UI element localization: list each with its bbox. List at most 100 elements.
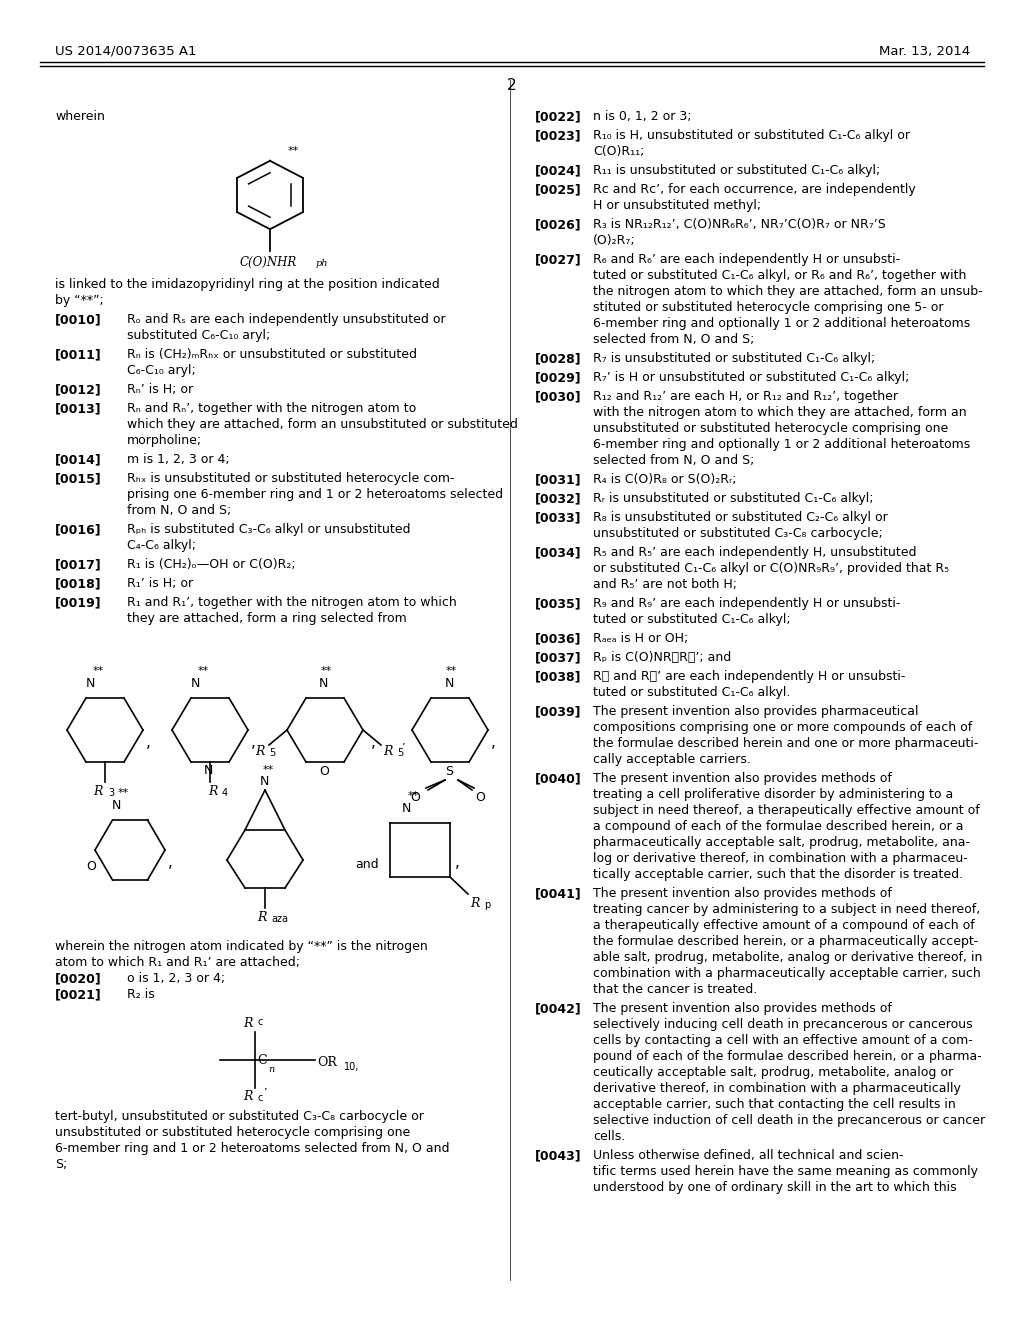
Text: **: ** (408, 791, 419, 801)
Text: OR: OR (317, 1056, 337, 1069)
Text: treating a cell proliferative disorder by administering to a: treating a cell proliferative disorder b… (593, 788, 953, 801)
Text: N: N (260, 775, 269, 788)
Text: N: N (112, 799, 122, 812)
Text: which they are attached, form an unsubstituted or substituted: which they are attached, form an unsubst… (127, 418, 518, 432)
Text: [0039]: [0039] (535, 705, 582, 718)
Text: combination with a pharmaceutically acceptable carrier, such: combination with a pharmaceutically acce… (593, 968, 981, 979)
Text: o is 1, 2, 3 or 4;: o is 1, 2, 3 or 4; (127, 972, 225, 985)
Text: The present invention also provides methods of: The present invention also provides meth… (593, 772, 892, 785)
Text: cells.: cells. (593, 1130, 626, 1143)
Text: wherein the nitrogen atom indicated by “**” is the nitrogen: wherein the nitrogen atom indicated by “… (55, 940, 428, 953)
Text: [0041]: [0041] (535, 887, 582, 900)
Text: ,: , (168, 855, 173, 870)
Text: R: R (243, 1090, 252, 1104)
Text: R₁₀ is H, unsubstituted or substituted C₁-C₆ alkyl or: R₁₀ is H, unsubstituted or substituted C… (593, 129, 910, 143)
Text: S: S (445, 766, 453, 777)
Text: acceptable carrier, such that contacting the cell results in: acceptable carrier, such that contacting… (593, 1098, 955, 1111)
Text: compositions comprising one or more compounds of each of: compositions comprising one or more comp… (593, 721, 972, 734)
Text: O: O (319, 766, 329, 777)
Text: n is 0, 1, 2 or 3;: n is 0, 1, 2 or 3; (593, 110, 691, 123)
Text: 5: 5 (269, 748, 275, 758)
Text: [0025]: [0025] (535, 183, 582, 195)
Text: aza: aza (271, 913, 288, 924)
Text: 6-member ring and optionally 1 or 2 additional heteroatoms: 6-member ring and optionally 1 or 2 addi… (593, 317, 971, 330)
Text: wherein: wherein (55, 110, 104, 123)
Text: tific terms used herein have the same meaning as commonly: tific terms used herein have the same me… (593, 1166, 978, 1177)
Text: [0017]: [0017] (55, 558, 101, 572)
Text: 5: 5 (397, 748, 403, 758)
Text: atom to which R₁ and R₁’ are attached;: atom to which R₁ and R₁’ are attached; (55, 956, 300, 969)
Text: **: ** (288, 145, 299, 156)
Text: N: N (204, 764, 213, 777)
Text: [0032]: [0032] (535, 492, 582, 506)
Text: R: R (208, 785, 217, 799)
Text: [0038]: [0038] (535, 671, 582, 682)
Text: tuted or substituted C₁-C₆ alkyl, or R₆ and R₆’, together with: tuted or substituted C₁-C₆ alkyl, or R₆ … (593, 269, 967, 282)
Text: [0031]: [0031] (535, 473, 582, 486)
Text: m is 1, 2, 3 or 4;: m is 1, 2, 3 or 4; (127, 453, 229, 466)
Text: Rₙ’ is H; or: Rₙ’ is H; or (127, 383, 194, 396)
Text: tert-butyl, unsubstituted or substituted C₃-C₈ carbocycle or: tert-butyl, unsubstituted or substituted… (55, 1110, 424, 1123)
Text: N: N (445, 677, 455, 690)
Text: Rₐₑₐ is H or OH;: Rₐₑₐ is H or OH; (593, 632, 688, 645)
Text: Mar. 13, 2014: Mar. 13, 2014 (879, 45, 970, 58)
Text: R₆ and R₆’ are each independently H or unsubsti-: R₆ and R₆’ are each independently H or u… (593, 253, 900, 267)
Text: **: ** (263, 766, 274, 775)
Text: unsubstituted or substituted heterocycle comprising one: unsubstituted or substituted heterocycle… (593, 422, 948, 436)
Text: [0014]: [0014] (55, 453, 101, 466)
Text: R: R (470, 898, 479, 909)
Text: [0030]: [0030] (535, 389, 582, 403)
Text: the nitrogen atom to which they are attached, form an unsub-: the nitrogen atom to which they are atta… (593, 285, 983, 298)
Text: [0027]: [0027] (535, 253, 582, 267)
Text: or substituted C₁-C₆ alkyl or C(O)NR₉R₉’, provided that R₅: or substituted C₁-C₆ alkyl or C(O)NR₉R₉’… (593, 562, 949, 576)
Text: **: ** (118, 788, 129, 799)
Text: [0013]: [0013] (55, 403, 101, 414)
Text: [0036]: [0036] (535, 632, 582, 645)
Text: cells by contacting a cell with an effective amount of a com-: cells by contacting a cell with an effec… (593, 1034, 973, 1047)
Text: C₆-C₁₀ aryl;: C₆-C₁₀ aryl; (127, 364, 196, 378)
Text: The present invention also provides pharmaceutical: The present invention also provides phar… (593, 705, 919, 718)
Text: selective induction of cell death in the precancerous or cancer: selective induction of cell death in the… (593, 1114, 985, 1127)
Text: ’: ’ (401, 743, 404, 752)
Text: ,: , (455, 855, 460, 870)
Text: prising one 6-member ring and 1 or 2 heteroatoms selected: prising one 6-member ring and 1 or 2 het… (127, 488, 503, 502)
Text: [0024]: [0024] (535, 164, 582, 177)
Text: R₃ is NR₁₂R₁₂’, C(O)NR₆R₆’, NR₇’C(O)R₇ or NR₇’S: R₃ is NR₁₂R₁₂’, C(O)NR₆R₆’, NR₇’C(O)R₇ o… (593, 218, 886, 231)
Text: 10,: 10, (344, 1063, 359, 1072)
Text: from N, O and S;: from N, O and S; (127, 504, 231, 517)
Text: H or unsubstituted methyl;: H or unsubstituted methyl; (593, 199, 761, 213)
Text: understood by one of ordinary skill in the art to which this: understood by one of ordinary skill in t… (593, 1181, 956, 1195)
Text: [0011]: [0011] (55, 348, 101, 360)
Text: R: R (257, 911, 266, 924)
Text: [0018]: [0018] (55, 577, 101, 590)
Text: that the cancer is treated.: that the cancer is treated. (593, 983, 758, 997)
Text: by “**”;: by “**”; (55, 294, 103, 308)
Text: R₇’ is H or unsubstituted or substituted C₁-C₆ alkyl;: R₇’ is H or unsubstituted or substituted… (593, 371, 909, 384)
Text: The present invention also provides methods of: The present invention also provides meth… (593, 1002, 892, 1015)
Text: O: O (475, 791, 485, 804)
Text: Rₙ is (CH₂)ₘRₕₓ or unsubstituted or substituted: Rₙ is (CH₂)ₘRₕₓ or unsubstituted or subs… (127, 348, 417, 360)
Text: [0010]: [0010] (55, 313, 101, 326)
Text: ,: , (251, 735, 256, 750)
Text: R₁ is (CH₂)ₒ—OH or C(O)R₂;: R₁ is (CH₂)ₒ—OH or C(O)R₂; (127, 558, 296, 572)
Text: cally acceptable carriers.: cally acceptable carriers. (593, 752, 751, 766)
Text: [0021]: [0021] (55, 987, 101, 1001)
Text: a compound of each of the formulae described herein, or a: a compound of each of the formulae descr… (593, 820, 964, 833)
Text: R₅ and R₅’ are each independently H, unsubstituted: R₅ and R₅’ are each independently H, uns… (593, 546, 916, 558)
Text: ’: ’ (263, 1088, 266, 1098)
Text: R₉ and R₉’ are each independently H or unsubsti-: R₉ and R₉’ are each independently H or u… (593, 597, 900, 610)
Text: derivative thereof, in combination with a pharmaceutically: derivative thereof, in combination with … (593, 1082, 961, 1096)
Text: N: N (402, 803, 412, 814)
Text: R: R (243, 1016, 252, 1030)
Text: [0015]: [0015] (55, 473, 101, 484)
Text: selected from N, O and S;: selected from N, O and S; (593, 333, 755, 346)
Text: a therapeutically effective amount of a compound of each of: a therapeutically effective amount of a … (593, 919, 975, 932)
Text: ,: , (146, 735, 151, 750)
Text: O: O (86, 861, 96, 873)
Text: US 2014/0073635 A1: US 2014/0073635 A1 (55, 45, 197, 58)
Text: 2: 2 (507, 78, 517, 92)
Text: selected from N, O and S;: selected from N, O and S; (593, 454, 755, 467)
Text: [0043]: [0043] (535, 1148, 582, 1162)
Text: **: ** (321, 667, 332, 676)
Text: R₇ is unsubstituted or substituted C₁-C₆ alkyl;: R₇ is unsubstituted or substituted C₁-C₆… (593, 352, 876, 366)
